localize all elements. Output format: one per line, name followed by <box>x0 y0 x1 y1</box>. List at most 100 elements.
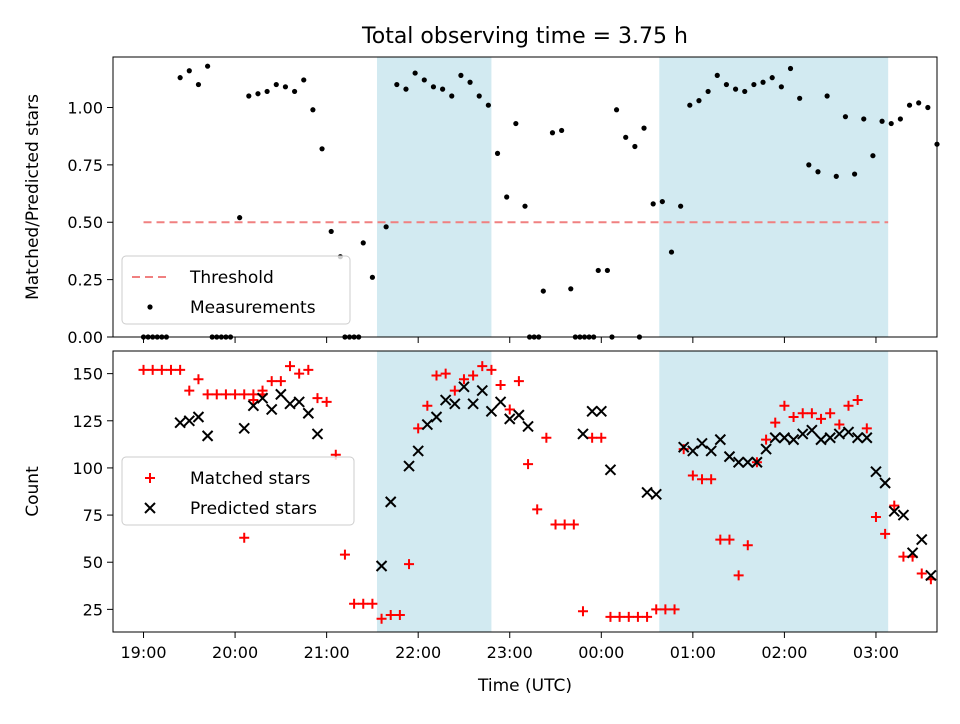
matched-star-point <box>651 604 662 615</box>
matched-star-point <box>449 385 460 396</box>
measurement-point <box>797 95 803 101</box>
matched-star-point <box>697 474 708 485</box>
x-tick-label: 02:00 <box>761 643 807 662</box>
y-tick-label: 1.00 <box>67 98 103 117</box>
measurement-point <box>494 150 501 156</box>
matched-star-point <box>294 368 305 379</box>
measurement-point <box>778 84 784 90</box>
measurement-point <box>430 84 437 90</box>
predicted-star-point <box>696 437 708 450</box>
matched-star-point <box>230 389 241 400</box>
x-tick-label: 20:00 <box>212 643 258 662</box>
x-tick-label: 00:00 <box>578 643 624 662</box>
matched-star-point <box>248 395 259 406</box>
matched-star-point <box>385 610 396 621</box>
measurement-point <box>205 63 211 69</box>
matched-star-point <box>513 376 524 387</box>
y-tick-label: 0.00 <box>67 328 103 347</box>
measurement-point <box>925 104 931 111</box>
predicted-star-point <box>586 405 598 418</box>
measurement-point <box>513 120 519 127</box>
measurement-point <box>879 118 885 124</box>
measurement-point <box>787 65 794 72</box>
predicted-star-point <box>385 496 397 508</box>
legend-box <box>121 456 355 526</box>
predicted-star-point <box>311 428 324 440</box>
matched-star-point <box>339 549 350 560</box>
predicted-star-point <box>732 456 745 468</box>
matched-star-point <box>504 404 515 415</box>
matched-star-point <box>202 389 213 400</box>
measurement-point <box>485 102 491 108</box>
measurement-point <box>815 169 821 175</box>
legend-label: Matched stars <box>190 469 310 489</box>
measurement-point <box>732 86 739 92</box>
matched-star-point <box>486 364 497 375</box>
predicted-star-point <box>916 533 928 546</box>
matched-star-point <box>880 528 891 539</box>
measurement-point <box>412 70 418 76</box>
x-tick-label: 23:00 <box>487 643 533 662</box>
predicted-star-point <box>265 403 278 416</box>
predicted-star-point <box>742 456 754 468</box>
predicted-star-point <box>815 433 827 446</box>
matched-star-point <box>916 568 927 579</box>
legend-label: Predicted stars <box>190 499 317 519</box>
measurement-point <box>195 81 202 88</box>
matched-star-point <box>559 519 570 530</box>
series-predicted-stars <box>174 381 937 582</box>
predicted-star-point <box>751 456 763 468</box>
predicted-star-point <box>842 426 855 438</box>
measurement-point <box>291 88 298 95</box>
predicted-star-point <box>201 430 214 442</box>
predicted-star-point <box>275 388 287 401</box>
predicted-star-point <box>705 445 717 457</box>
matched-star-point <box>724 534 735 545</box>
measurement-point <box>650 201 656 207</box>
predicted-star-point <box>375 560 388 572</box>
predicted-star-point <box>238 422 250 435</box>
measurement-point <box>623 134 629 140</box>
measurement-point <box>237 215 243 221</box>
measurement-point <box>687 102 693 108</box>
matched-star-point <box>587 432 598 443</box>
matched-star-point <box>156 364 167 375</box>
predicted-star-point <box>412 445 424 457</box>
matched-star-point <box>614 611 625 622</box>
matched-star-point <box>541 432 552 443</box>
x-tick-label: 22:00 <box>395 643 441 662</box>
measurement-point <box>360 240 366 246</box>
matched-star-point <box>404 559 415 570</box>
y-tick-label: 25 <box>83 600 103 619</box>
predicted-star-point <box>513 409 525 421</box>
predicted-star-point <box>833 428 846 440</box>
matched-star-point <box>706 474 717 485</box>
measurement-point <box>769 75 775 81</box>
predicted-star-point <box>760 443 772 455</box>
measurement-point <box>760 79 766 85</box>
y-tick-label: 75 <box>83 506 103 525</box>
measurement-point <box>369 274 376 280</box>
measurement-point <box>449 93 455 99</box>
predicted-star-point <box>861 432 873 444</box>
y-tick-label: 150 <box>72 365 103 384</box>
y-tick-label: 50 <box>83 553 103 572</box>
predicted-star-point <box>577 428 589 440</box>
predicted-star-point <box>641 486 653 499</box>
x-tick-label: 01:00 <box>670 643 716 662</box>
matched-star-point <box>632 611 643 622</box>
predicted-star-point <box>293 396 305 408</box>
matched-star-point <box>870 511 881 522</box>
measurement-point <box>714 72 720 78</box>
matched-star-point <box>605 611 616 622</box>
matched-star-point <box>165 364 176 375</box>
measurement-point <box>458 72 464 78</box>
predicted-star-point <box>449 398 461 410</box>
measurement-point <box>613 107 620 113</box>
chart-title: Total observing time = 3.75 h <box>361 24 688 49</box>
matched-star-point <box>303 364 314 375</box>
measurement-point <box>696 98 702 104</box>
matched-star-point <box>239 389 250 400</box>
measurement-point <box>559 127 565 134</box>
x-tick-label: 03:00 <box>853 643 899 662</box>
